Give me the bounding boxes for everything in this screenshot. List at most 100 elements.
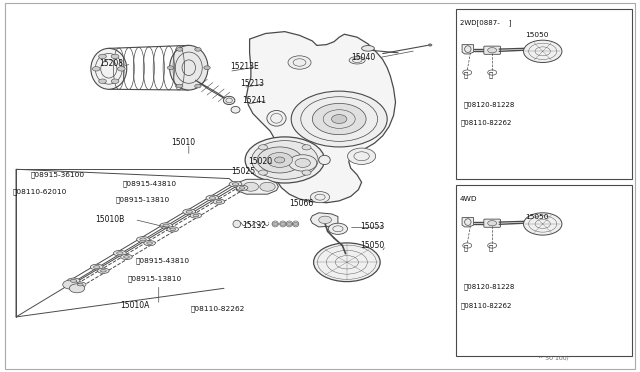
Text: Ⓑ: Ⓑ (488, 244, 493, 251)
Ellipse shape (465, 219, 471, 225)
FancyBboxPatch shape (484, 219, 500, 227)
Text: Ⓑ08110-82262: Ⓑ08110-82262 (461, 302, 512, 309)
Ellipse shape (239, 187, 245, 189)
Text: 15241: 15241 (242, 96, 266, 105)
Circle shape (288, 56, 311, 69)
Circle shape (118, 67, 125, 71)
Text: Ⓑ08110-82262: Ⓑ08110-82262 (191, 305, 245, 312)
Text: 15066: 15066 (289, 199, 314, 208)
Ellipse shape (231, 106, 240, 113)
FancyBboxPatch shape (484, 46, 500, 54)
Text: 15053: 15053 (360, 222, 385, 231)
Text: Ⓑ08110-82262: Ⓑ08110-82262 (461, 119, 512, 126)
Ellipse shape (223, 96, 235, 105)
Text: 15050: 15050 (525, 214, 548, 219)
Ellipse shape (167, 227, 179, 232)
Circle shape (92, 67, 100, 71)
Circle shape (488, 221, 497, 226)
Ellipse shape (236, 185, 248, 190)
Ellipse shape (319, 155, 330, 164)
Text: 15010: 15010 (172, 138, 196, 147)
Polygon shape (236, 179, 278, 194)
Text: 15020: 15020 (248, 157, 273, 166)
Text: 15025: 15025 (232, 167, 256, 176)
Ellipse shape (97, 268, 109, 273)
Ellipse shape (116, 252, 123, 255)
Circle shape (99, 79, 106, 83)
Circle shape (257, 147, 302, 173)
Ellipse shape (144, 241, 156, 246)
Circle shape (524, 40, 562, 62)
Circle shape (319, 216, 332, 224)
Ellipse shape (183, 209, 196, 215)
Ellipse shape (267, 110, 286, 126)
Circle shape (488, 48, 497, 53)
Ellipse shape (121, 254, 132, 260)
Text: 15132: 15132 (242, 221, 266, 230)
Ellipse shape (209, 196, 216, 199)
Circle shape (291, 91, 387, 147)
Polygon shape (246, 32, 396, 203)
Ellipse shape (286, 221, 292, 227)
Ellipse shape (140, 238, 146, 241)
Ellipse shape (67, 278, 80, 283)
Ellipse shape (100, 269, 106, 272)
Ellipse shape (170, 228, 175, 231)
Circle shape (168, 66, 173, 70)
Text: 15208: 15208 (99, 59, 123, 68)
Ellipse shape (147, 242, 152, 244)
Ellipse shape (233, 220, 241, 228)
Ellipse shape (160, 223, 173, 228)
Text: Ⓑ08120-81228: Ⓑ08120-81228 (464, 102, 515, 108)
Text: ⓥ08915-13810: ⓥ08915-13810 (128, 275, 182, 282)
Text: 15213: 15213 (240, 79, 264, 88)
Ellipse shape (77, 283, 83, 286)
Circle shape (293, 222, 298, 225)
Ellipse shape (193, 214, 199, 217)
Circle shape (348, 148, 376, 164)
Bar (456, 9, 632, 179)
Ellipse shape (113, 250, 126, 256)
Text: ⓥ08915-13810: ⓥ08915-13810 (115, 197, 170, 203)
Ellipse shape (292, 221, 299, 227)
Circle shape (259, 170, 268, 175)
Circle shape (111, 54, 119, 59)
Ellipse shape (190, 213, 202, 218)
Ellipse shape (186, 210, 193, 213)
Polygon shape (310, 213, 338, 227)
Text: 15213E: 15213E (230, 62, 259, 71)
Ellipse shape (362, 45, 374, 51)
Circle shape (302, 145, 311, 150)
Ellipse shape (216, 201, 222, 203)
Ellipse shape (280, 221, 286, 227)
Circle shape (195, 48, 201, 51)
Ellipse shape (74, 282, 86, 287)
Circle shape (302, 170, 311, 175)
Ellipse shape (163, 224, 170, 227)
Text: ⓥ08915-43810: ⓥ08915-43810 (136, 258, 190, 264)
Ellipse shape (90, 264, 103, 270)
Circle shape (111, 79, 119, 83)
Ellipse shape (428, 44, 432, 46)
Text: 15010B: 15010B (95, 215, 124, 224)
Ellipse shape (465, 46, 471, 52)
Ellipse shape (91, 48, 127, 89)
Circle shape (177, 84, 183, 88)
Ellipse shape (349, 57, 365, 64)
Ellipse shape (124, 256, 129, 258)
Text: 15040: 15040 (351, 53, 375, 62)
Ellipse shape (229, 181, 242, 187)
Circle shape (245, 137, 324, 183)
Circle shape (63, 280, 78, 289)
Circle shape (524, 213, 562, 235)
Text: Ⓑ: Ⓑ (463, 244, 468, 251)
Ellipse shape (232, 183, 239, 186)
Circle shape (280, 222, 285, 225)
Circle shape (99, 54, 106, 59)
Circle shape (69, 284, 84, 293)
Text: Ⓑ: Ⓑ (488, 71, 493, 78)
Circle shape (289, 155, 317, 171)
Circle shape (243, 182, 259, 191)
Text: Ⓑ08120-81228: Ⓑ08120-81228 (464, 284, 515, 291)
Ellipse shape (93, 266, 100, 269)
